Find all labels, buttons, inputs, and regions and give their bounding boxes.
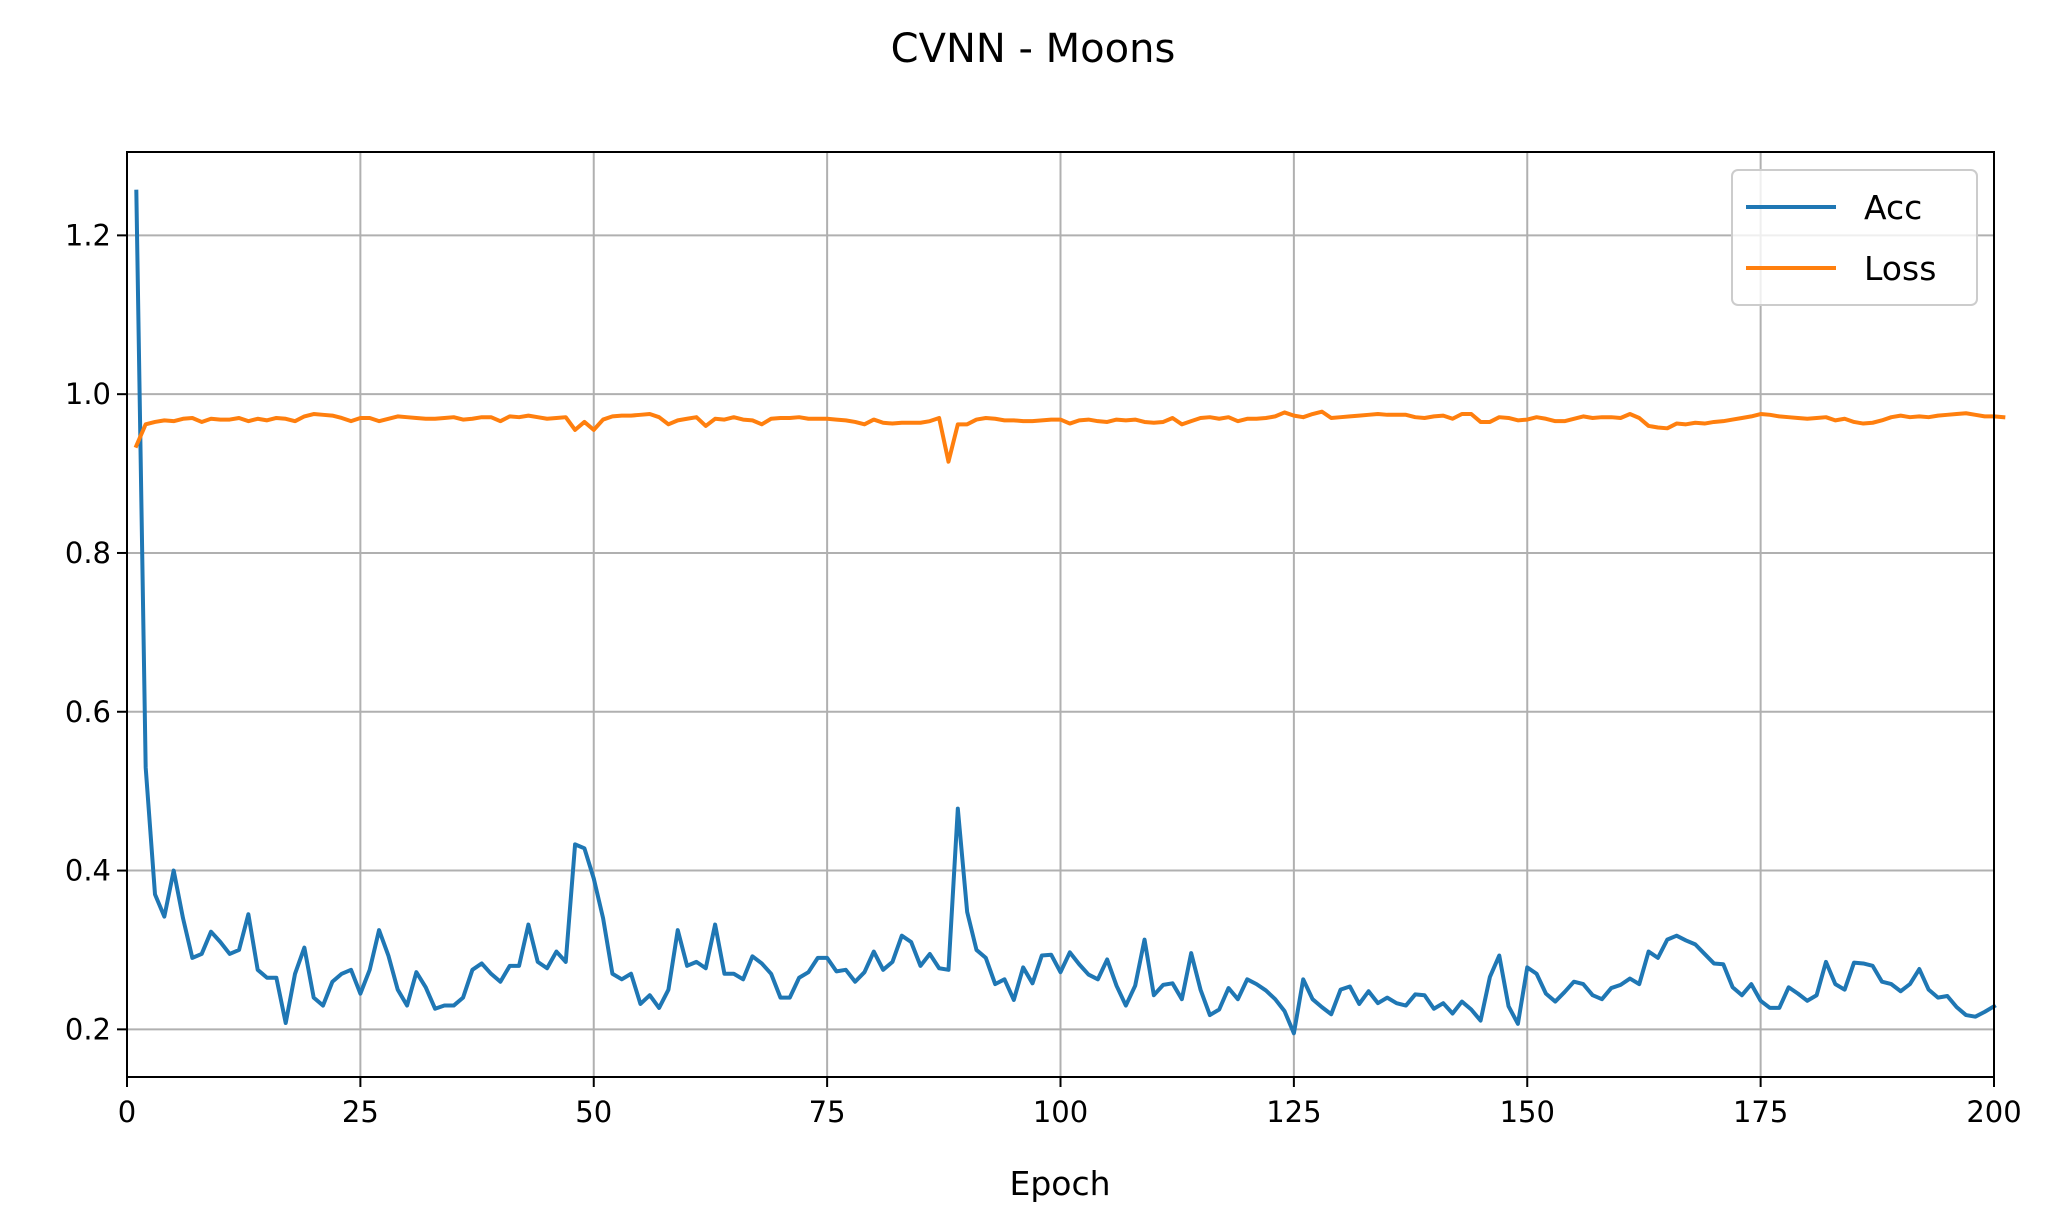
x-tick-label: 25 [342, 1095, 379, 1129]
legend-label-loss: Loss [1864, 249, 1936, 288]
y-tick-label: 0.6 [65, 695, 111, 729]
x-tick-label: 0 [118, 1095, 136, 1129]
chart-title: CVNN - Moons [891, 26, 1176, 72]
y-tick-label: 0.2 [65, 1012, 111, 1046]
legend: Acc Loss [1731, 169, 1978, 306]
x-tick-label: 100 [1033, 1095, 1088, 1129]
x-axis-label: Epoch [1009, 1164, 1110, 1203]
x-tick-label: 150 [1500, 1095, 1555, 1129]
x-tick-label: 50 [575, 1095, 612, 1129]
series-line-acc [134, 189, 1997, 1036]
x-tick-label: 125 [1266, 1095, 1321, 1129]
legend-label-acc: Acc [1864, 188, 1922, 227]
y-axis-ticks: 0.2 0.4 0.6 0.8 1.0 1.2 [65, 218, 127, 1046]
series-lines [133, 189, 2006, 1036]
grid-lines [126, 152, 1995, 1077]
legend-box [1731, 169, 1978, 306]
y-tick-label: 1.0 [65, 377, 111, 411]
y-tick-label: 0.8 [65, 536, 111, 570]
x-tick-label: 175 [1733, 1095, 1788, 1129]
x-tick-label: 200 [1966, 1095, 2021, 1129]
x-axis-ticks: 0 25 50 75 100 125 150 175 200 [118, 1077, 2022, 1129]
y-tick-label: 1.2 [65, 218, 111, 252]
series-line-loss [133, 409, 2006, 464]
x-tick-label: 75 [809, 1095, 846, 1129]
y-tick-label: 0.4 [65, 854, 111, 888]
